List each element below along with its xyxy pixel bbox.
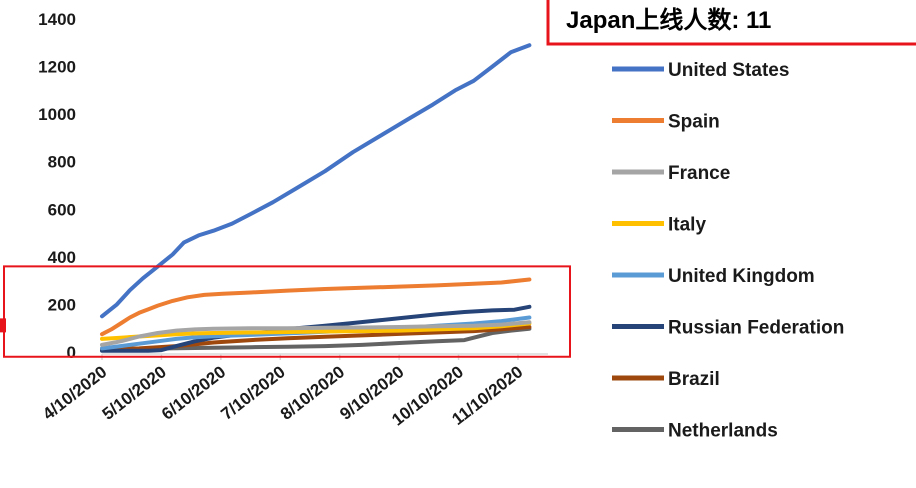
series-lines — [100, 43, 532, 353]
y-tick-label: 800 — [48, 153, 76, 172]
y-tick-label: 200 — [48, 295, 76, 314]
x-tick-label: 4/10/2020 — [39, 362, 110, 424]
legend-label: United Kingdom — [668, 266, 815, 287]
highlight-rect — [3, 265, 571, 358]
y-tick-label: 1400 — [38, 10, 76, 29]
legend-label: Spain — [668, 112, 720, 133]
x-tick-label: 6/10/2020 — [158, 362, 229, 424]
y-tick-label: 0 — [67, 343, 76, 362]
series-line-united-states — [100, 43, 532, 319]
y-tick-label: 400 — [48, 248, 76, 267]
legend-label: Brazil — [668, 369, 720, 390]
legend-label: Netherlands — [668, 421, 778, 442]
callout-box: Japan上线人数: 11 — [546, 0, 916, 46]
y-axis-ticks: 0 200 400 600 800 1000 1200 1400 — [38, 10, 76, 362]
callout-text: Japan上线人数: 11 — [566, 7, 771, 34]
highlight-box — [0, 265, 571, 358]
series-line-spain — [100, 277, 532, 337]
series-line-netherlands — [100, 326, 532, 352]
highlight-marker — [0, 318, 6, 333]
y-tick-label: 1200 — [38, 58, 76, 77]
series-line-france — [100, 320, 532, 347]
legend-label: Italy — [668, 215, 706, 236]
y-tick-label: 600 — [48, 200, 76, 219]
legend-label: Russian Federation — [668, 318, 844, 339]
x-tick-label: 7/10/2020 — [217, 362, 288, 424]
y-tick-label: 1000 — [38, 105, 76, 124]
x-axis-tick-labels: 4/10/20205/10/20206/10/20207/10/20208/10… — [39, 362, 526, 429]
legend: United States Spain France Italy United King… — [612, 60, 844, 442]
x-tick-label: 8/10/2020 — [277, 362, 348, 424]
callout-border — [546, 0, 916, 46]
x-tick-label: 5/10/2020 — [99, 362, 170, 424]
legend-label: United States — [668, 60, 789, 81]
legend-label: France — [668, 163, 730, 184]
